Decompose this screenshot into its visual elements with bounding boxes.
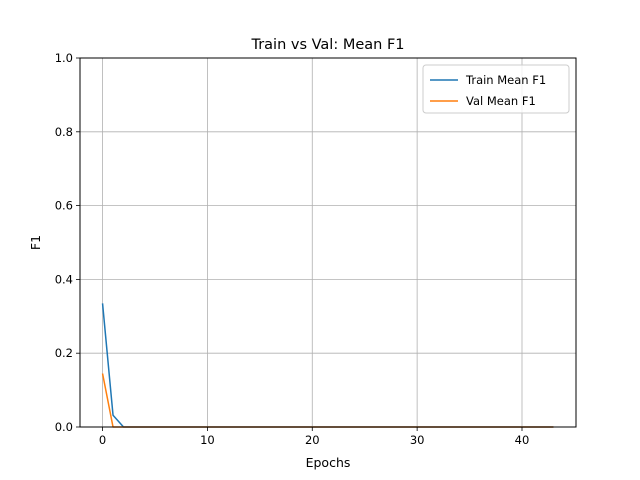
legend-label: Val Mean F1 <box>466 94 536 108</box>
y-axis-label: F1 <box>28 235 43 250</box>
chart-title: Train vs Val: Mean F1 <box>250 37 404 53</box>
x-axis-label: Epochs <box>306 455 351 470</box>
x-tick-label: 0 <box>99 433 106 447</box>
y-tick-label: 0.4 <box>55 272 73 286</box>
ticks: 0 10 20 30 40 0.0 0.2 0.4 0.6 0.8 1.0 <box>55 51 530 447</box>
axes-frame <box>79 57 577 428</box>
x-tick-label: 10 <box>200 433 215 447</box>
x-tick-label: 30 <box>410 433 425 447</box>
y-tick-label: 0.6 <box>55 199 73 213</box>
y-tick-label: 0.8 <box>55 125 73 139</box>
y-tick-label: 1.0 <box>55 51 73 65</box>
legend-label: Train Mean F1 <box>465 73 546 87</box>
y-tick-label: 0.0 <box>55 420 73 434</box>
legend: Train Mean F1 Val Mean F1 <box>422 64 570 114</box>
y-tick-label: 0.2 <box>55 346 73 360</box>
x-tick-label: 20 <box>305 433 320 447</box>
x-tick-label: 40 <box>515 433 530 447</box>
legend-box <box>422 64 570 114</box>
